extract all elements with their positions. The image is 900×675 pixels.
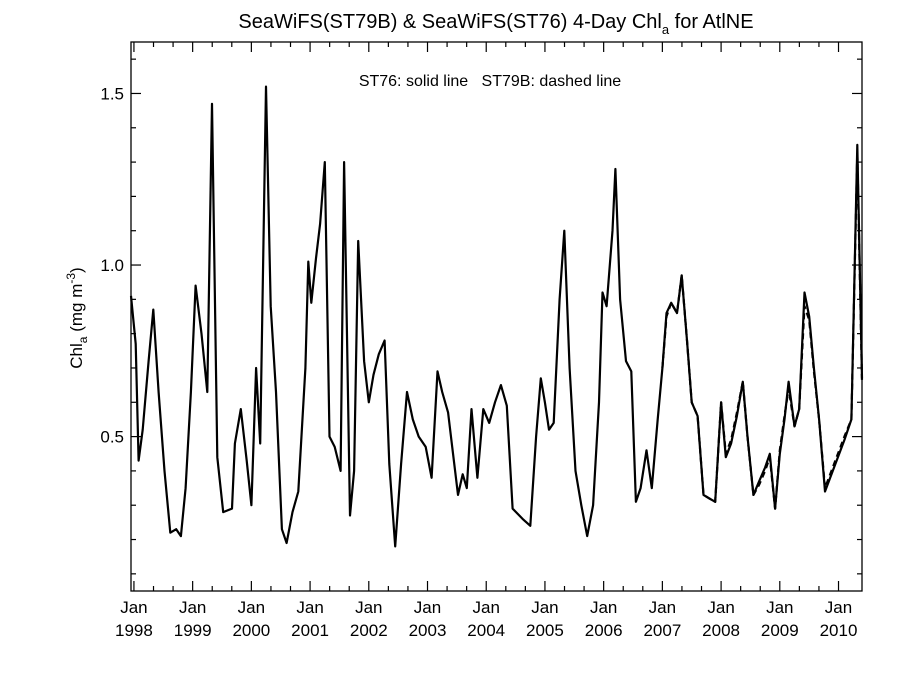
x-tick-label-month: Jan [825,598,852,617]
x-tick-label-year: 2001 [291,621,329,640]
x-tick-label-year: 1998 [115,621,153,640]
x-tick-label-month: Jan [296,598,323,617]
x-tick-label-year: 2002 [350,621,388,640]
x-tick-label-year: 2000 [232,621,270,640]
plot-frame [130,41,863,592]
y-tick-label: 0.5 [100,428,124,447]
x-tick-label-year: 2003 [409,621,447,640]
line-style-annotation: ST76: solid line ST79B: dashed line [359,73,621,90]
x-tick-label-month: Jan [649,598,676,617]
y-tick-label: 1.0 [100,256,124,275]
y-axis: 0.5 1.0 1.5 [100,58,862,575]
y-tick-label: 1.5 [100,84,124,103]
x-tick-label-month: Jan [179,598,206,617]
x-tick-label-month: Jan [355,598,382,617]
x-tick-label-year: 1999 [174,621,212,640]
y-axis-label: Chla (mg m-3) [64,267,90,368]
series-line-st76 [129,85,864,548]
axes-frame [130,41,863,592]
x-tick-label-year: 2006 [585,621,623,640]
x-tick-label-month: Jan [590,598,617,617]
x-tick-label-year: 2007 [643,621,681,640]
x-tick-label-year: 2010 [820,621,858,640]
x-tick-label-month: Jan [531,598,558,617]
x-tick-label-month: Jan [473,598,500,617]
x-tick-label-year: 2004 [467,621,505,640]
x-tick-label-year: 2008 [702,621,740,640]
x-tick-label-year: 2009 [761,621,799,640]
chart-title-subscript: a [662,22,670,37]
x-tick-label-month: Jan [414,598,441,617]
x-tick-label-month: Jan [766,598,793,617]
x-tick-label-month: Jan [120,598,147,617]
plot-series [129,85,864,548]
series-line-st79b [661,150,864,510]
x-tick-label-year: 2005 [526,621,564,640]
x-tick-label-month: Jan [707,598,734,617]
chart-title: SeaWiFS(ST79B) & SeaWiFS(ST76) 4-Day Chl… [238,11,753,37]
x-axis: Jan 1998 Jan 1999 Jan 2000 Jan 2001 Jan 2002 Jan 20… [115,42,857,640]
x-tick-label-month: Jan [238,598,265,617]
